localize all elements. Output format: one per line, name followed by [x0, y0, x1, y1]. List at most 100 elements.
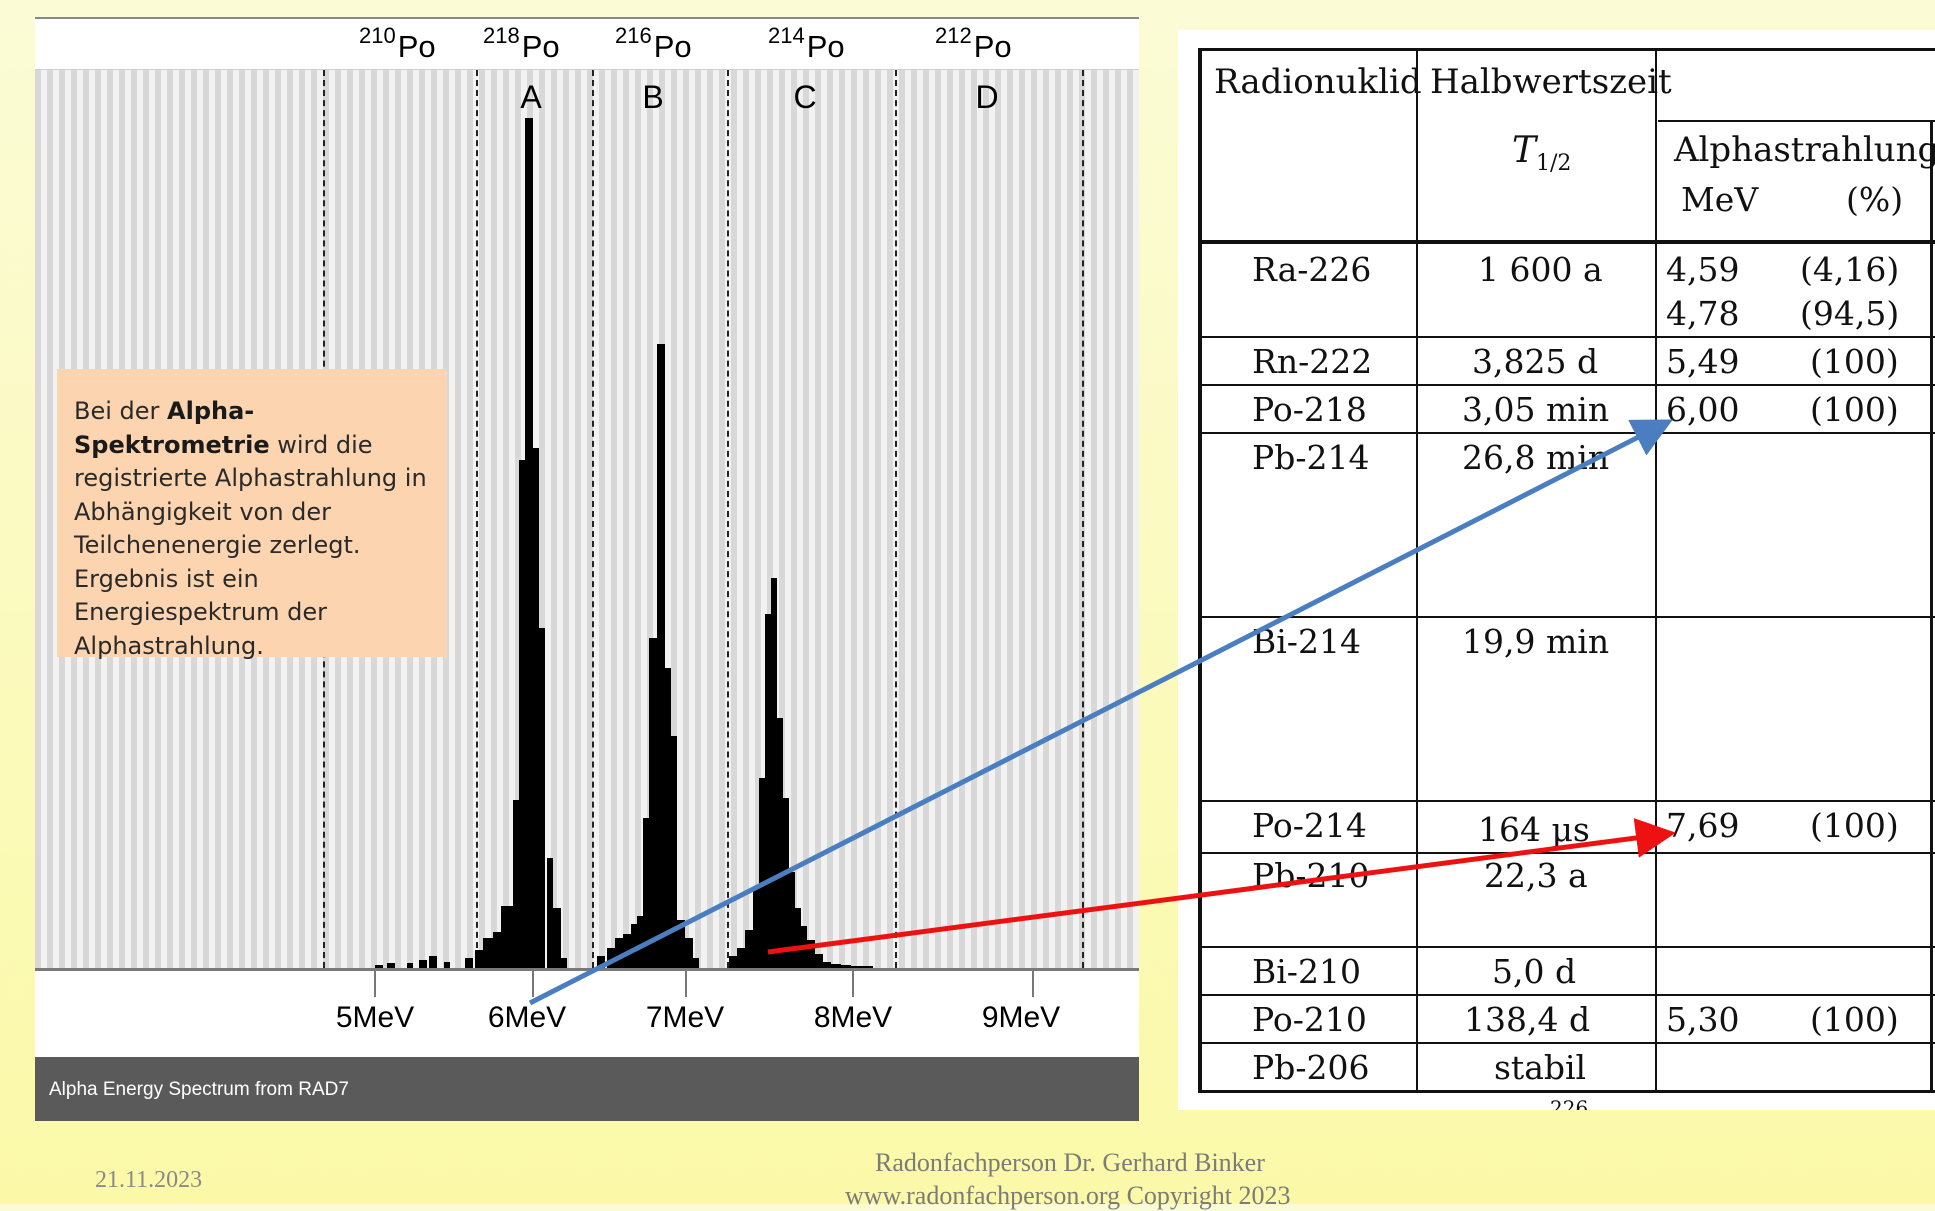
histogram-bar	[615, 938, 623, 968]
histogram-bar	[649, 638, 657, 968]
histogram-bar	[513, 800, 519, 968]
histogram-bar	[677, 920, 685, 968]
axis-tick	[685, 971, 687, 997]
histogram-bar	[807, 940, 815, 968]
histogram-bar	[387, 963, 395, 968]
energy-axis: 5MeV 6MeV 7MeV 8MeV 9MeV	[35, 971, 1139, 1074]
axis-tick	[532, 971, 534, 997]
histogram-bar	[685, 938, 693, 968]
histogram-bar	[597, 956, 605, 968]
histogram-bar	[519, 460, 525, 968]
halflife-bi210: 5,0 d	[1492, 952, 1577, 991]
nuclide-bi214: Bi-214	[1252, 622, 1361, 661]
table-rule	[1198, 946, 1935, 948]
slide-author: Radonfachperson Dr. Gerhard Binker	[875, 1148, 1265, 1177]
histogram-bar	[631, 924, 637, 968]
tick-label-8mev: 8MeV	[813, 1001, 893, 1034]
halflife-bi214: 19,9 min	[1462, 622, 1610, 661]
arrow-po214-peak-to-table	[767, 818, 1676, 955]
isotope-label-po212: 212Po	[935, 23, 1012, 64]
header-nuclide: Radionuklid	[1214, 62, 1422, 102]
histogram-bar	[407, 963, 413, 968]
table-rule	[1198, 1090, 1935, 1093]
mev-rn222: 5,49	[1666, 342, 1740, 381]
header-halflife-symbol: T1/2	[1512, 130, 1572, 177]
histogram-bar	[789, 872, 795, 968]
pct-po218: (100)	[1810, 390, 1899, 429]
pct-po214: (100)	[1810, 806, 1899, 845]
nuclide-po218: Po-218	[1252, 390, 1367, 429]
spectrum-caption: Alpha Energy Spectrum from RAD7	[49, 1079, 349, 1100]
arrow-po218-peak-to-table	[528, 419, 1673, 1006]
isotope-label-po214: 214Po	[768, 23, 845, 64]
histogram-bar	[841, 965, 851, 968]
table-rule	[1655, 48, 1657, 1093]
spectrum-baseline	[35, 968, 1139, 971]
histogram-bar	[851, 966, 863, 968]
pct-po210: (100)	[1810, 1000, 1899, 1039]
halflife-pb206: stabil	[1494, 1048, 1587, 1087]
histogram-bar	[693, 958, 699, 968]
histogram-bar	[795, 908, 801, 968]
histogram-bar	[671, 736, 677, 968]
nuclide-po210: Po-210	[1252, 1000, 1367, 1039]
nuclide-bi210: Bi-210	[1252, 952, 1361, 991]
table-rule	[1930, 120, 1933, 1093]
tick-label-9mev: 9MeV	[981, 1001, 1061, 1034]
nuclide-rn222: Rn-222	[1252, 342, 1373, 381]
table-rule	[1198, 336, 1935, 338]
histogram-bar	[429, 956, 437, 968]
tick-label-5mev: 5MeV	[335, 1001, 415, 1034]
isotope-label-po218: 218Po	[483, 23, 560, 64]
window-divider	[727, 70, 729, 968]
histogram-bar	[475, 950, 483, 968]
histogram-bar	[525, 118, 533, 968]
histogram-bar	[665, 668, 671, 968]
histogram-bar	[553, 908, 561, 968]
histogram-bar	[533, 448, 539, 968]
window-divider	[1082, 70, 1084, 968]
histogram-bar	[777, 718, 783, 968]
table-rule	[1198, 994, 1935, 996]
peak-label-c: C	[793, 79, 817, 115]
isotope-label-po210: 210Po	[359, 23, 436, 64]
histogram-bar	[465, 958, 473, 968]
table-rule	[1198, 432, 1935, 434]
nuclide-pb206: Pb-206	[1252, 1048, 1370, 1087]
explanation-note: Bei der Alpha-Spektrometrie wird die reg…	[57, 369, 447, 660]
pct-ra226-2: (94,5)	[1800, 294, 1900, 333]
nuclide-pb214: Pb-214	[1252, 438, 1370, 477]
header-alpha: Alphastrahlung	[1674, 130, 1935, 170]
note-bold-term: Alpha-Spektrometrie	[74, 397, 270, 459]
halflife-po214: 164 µs	[1478, 810, 1590, 849]
histogram-bar	[375, 965, 383, 968]
histogram-bar	[483, 938, 493, 968]
histogram-bar	[493, 932, 503, 968]
axis-tick	[852, 971, 854, 997]
histogram-bar	[737, 948, 745, 968]
header-halflife: Halbwertszeit	[1430, 62, 1672, 102]
slide-website: www.radonfachperson.org Copyright 2023	[845, 1181, 1291, 1210]
window-divider	[895, 70, 897, 968]
histogram-bar	[771, 578, 777, 968]
halflife-rn222: 3,825 d	[1472, 342, 1599, 381]
table-rule	[1198, 800, 1935, 802]
alpha-spectrum-panel: 210Po 218Po 216Po 214Po 212Po A B C D 5M…	[35, 17, 1139, 1121]
histogram-bar	[863, 966, 873, 968]
histogram-bar	[637, 916, 643, 968]
mev-ra226-1: 4,59	[1666, 250, 1740, 289]
decay-table: Radionuklid Halbwertszeit T1/2 Alphastra…	[1178, 30, 1935, 1110]
peak-label-a: A	[520, 79, 542, 115]
pct-ra226-1: (4,16)	[1800, 250, 1900, 289]
top-border	[35, 17, 1139, 19]
histogram-bar	[815, 954, 823, 968]
isotope-label-po216: 216Po	[615, 23, 692, 64]
halflife-pb214: 26,8 min	[1462, 438, 1610, 477]
table-rule	[1198, 852, 1935, 854]
mev-po218: 6,00	[1666, 390, 1740, 429]
histogram-bar	[759, 778, 765, 968]
axis-tick	[1032, 971, 1034, 997]
table-rule	[1658, 120, 1935, 122]
peak-label-b: B	[642, 79, 664, 115]
